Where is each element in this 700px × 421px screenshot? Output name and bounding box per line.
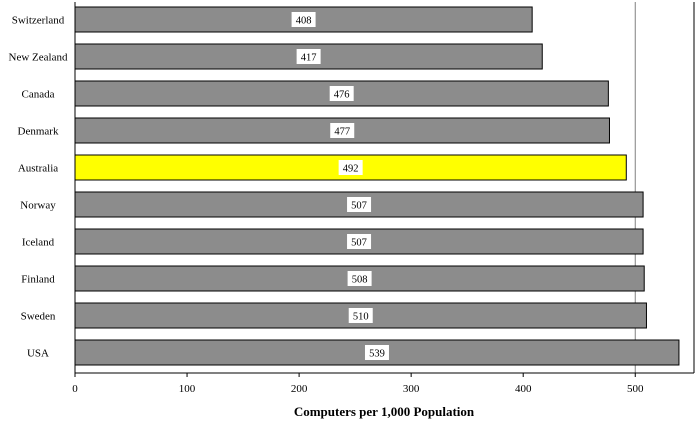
bars <box>74 6 680 366</box>
data-label-box <box>291 12 316 27</box>
x-tick-label: 100 <box>179 383 196 395</box>
data-label-box <box>348 308 373 323</box>
data-label: 492 <box>343 164 359 175</box>
data-label: 539 <box>369 349 385 360</box>
category-label: New Zealand <box>9 52 68 64</box>
data-label: 408 <box>296 16 312 27</box>
data-label: 417 <box>301 53 317 64</box>
data-label: 507 <box>351 238 367 249</box>
data-label: 476 <box>334 90 350 101</box>
category-label: Finland <box>21 274 55 286</box>
category-label: Australia <box>18 163 58 175</box>
data-label-box <box>330 123 355 138</box>
category-label: Canada <box>22 89 55 101</box>
category-labels: Switzerland New Zealand Canada Denmark Austr… <box>9 15 68 360</box>
x-axis: 0 100 200 300 400 500 <box>72 2 694 395</box>
data-label: 477 <box>334 127 350 138</box>
category-label: USA <box>27 348 49 360</box>
category-label: Norway <box>20 200 56 212</box>
data-label-box <box>347 271 372 286</box>
data-label-box <box>347 234 372 249</box>
data-label-box <box>347 197 372 212</box>
data-label: 510 <box>353 312 369 323</box>
x-tick-label: 500 <box>627 383 644 395</box>
x-axis-title: Computers per 1,000 Population <box>294 404 475 419</box>
data-labels: 408 417 476 477 492 507 507 508 510 539 <box>291 12 389 360</box>
data-label-box <box>329 86 354 101</box>
x-tick-label: 400 <box>515 383 532 395</box>
data-label-box <box>296 49 321 64</box>
data-label: 508 <box>352 275 368 286</box>
data-label: 507 <box>351 201 367 212</box>
x-tick-label: 300 <box>403 383 420 395</box>
category-label: Switzerland <box>12 15 65 27</box>
x-tick-label: 200 <box>291 383 308 395</box>
category-label: Sweden <box>21 311 56 323</box>
category-label: Denmark <box>18 126 59 138</box>
data-label-box <box>338 160 363 175</box>
data-label-box <box>364 345 389 360</box>
bar-usa <box>74 339 680 366</box>
category-label: Iceland <box>22 237 55 249</box>
x-tick-label: 0 <box>72 383 78 395</box>
